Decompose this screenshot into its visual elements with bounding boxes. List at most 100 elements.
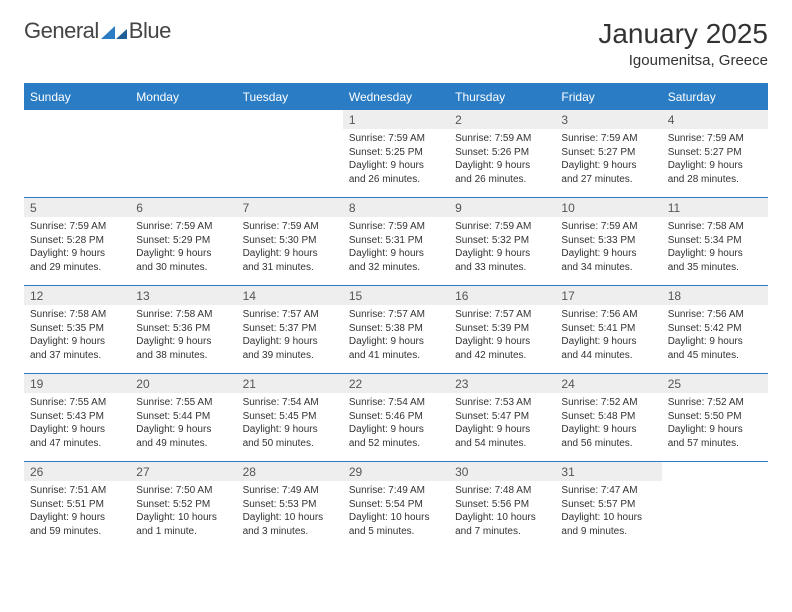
sunset-text: Sunset: 5:27 PM bbox=[668, 146, 762, 160]
day-data: Sunrise: 7:52 AMSunset: 5:48 PMDaylight:… bbox=[555, 393, 661, 454]
daylight-text: Daylight: 10 hours and 9 minutes. bbox=[561, 511, 655, 538]
day-number: 10 bbox=[555, 198, 661, 217]
day-number: 8 bbox=[343, 198, 449, 217]
daylight-text: Daylight: 9 hours and 54 minutes. bbox=[455, 423, 549, 450]
brand-word2: Blue bbox=[129, 18, 171, 44]
calendar-day-cell: 12Sunrise: 7:58 AMSunset: 5:35 PMDayligh… bbox=[24, 286, 130, 374]
sunrise-text: Sunrise: 7:59 AM bbox=[349, 132, 443, 146]
calendar-day-cell: 16Sunrise: 7:57 AMSunset: 5:39 PMDayligh… bbox=[449, 286, 555, 374]
daylight-text: Daylight: 9 hours and 26 minutes. bbox=[349, 159, 443, 186]
calendar-day-cell: 19Sunrise: 7:55 AMSunset: 5:43 PMDayligh… bbox=[24, 374, 130, 462]
calendar-day-cell: 13Sunrise: 7:58 AMSunset: 5:36 PMDayligh… bbox=[130, 286, 236, 374]
calendar-day-cell: 4Sunrise: 7:59 AMSunset: 5:27 PMDaylight… bbox=[662, 110, 768, 198]
calendar-day-cell: 3Sunrise: 7:59 AMSunset: 5:27 PMDaylight… bbox=[555, 110, 661, 198]
calendar-day-cell: 9Sunrise: 7:59 AMSunset: 5:32 PMDaylight… bbox=[449, 198, 555, 286]
calendar-week-row: 5Sunrise: 7:59 AMSunset: 5:28 PMDaylight… bbox=[24, 198, 768, 286]
day-number: 21 bbox=[237, 374, 343, 393]
day-number: 12 bbox=[24, 286, 130, 305]
calendar-day-cell: 14Sunrise: 7:57 AMSunset: 5:37 PMDayligh… bbox=[237, 286, 343, 374]
day-number: 15 bbox=[343, 286, 449, 305]
sunrise-text: Sunrise: 7:56 AM bbox=[668, 308, 762, 322]
calendar-day-cell: 27Sunrise: 7:50 AMSunset: 5:52 PMDayligh… bbox=[130, 462, 236, 550]
day-data: Sunrise: 7:59 AMSunset: 5:32 PMDaylight:… bbox=[449, 217, 555, 278]
day-data: Sunrise: 7:50 AMSunset: 5:52 PMDaylight:… bbox=[130, 481, 236, 542]
sunset-text: Sunset: 5:30 PM bbox=[243, 234, 337, 248]
sunset-text: Sunset: 5:37 PM bbox=[243, 322, 337, 336]
day-number: 2 bbox=[449, 110, 555, 129]
calendar-day-cell: 5Sunrise: 7:59 AMSunset: 5:28 PMDaylight… bbox=[24, 198, 130, 286]
daylight-text: Daylight: 10 hours and 1 minute. bbox=[136, 511, 230, 538]
day-data: Sunrise: 7:57 AMSunset: 5:37 PMDaylight:… bbox=[237, 305, 343, 366]
sunrise-text: Sunrise: 7:51 AM bbox=[30, 484, 124, 498]
weekday-header: Saturday bbox=[662, 84, 768, 110]
calendar-day-cell: 25Sunrise: 7:52 AMSunset: 5:50 PMDayligh… bbox=[662, 374, 768, 462]
sunrise-text: Sunrise: 7:58 AM bbox=[668, 220, 762, 234]
daylight-text: Daylight: 9 hours and 35 minutes. bbox=[668, 247, 762, 274]
daylight-text: Daylight: 9 hours and 47 minutes. bbox=[30, 423, 124, 450]
weekday-header: Monday bbox=[130, 84, 236, 110]
sunrise-text: Sunrise: 7:59 AM bbox=[243, 220, 337, 234]
day-number: 31 bbox=[555, 462, 661, 481]
day-data: Sunrise: 7:48 AMSunset: 5:56 PMDaylight:… bbox=[449, 481, 555, 542]
day-data: Sunrise: 7:58 AMSunset: 5:34 PMDaylight:… bbox=[662, 217, 768, 278]
daylight-text: Daylight: 9 hours and 45 minutes. bbox=[668, 335, 762, 362]
sunset-text: Sunset: 5:41 PM bbox=[561, 322, 655, 336]
day-data: Sunrise: 7:57 AMSunset: 5:38 PMDaylight:… bbox=[343, 305, 449, 366]
day-data: Sunrise: 7:52 AMSunset: 5:50 PMDaylight:… bbox=[662, 393, 768, 454]
day-number: 27 bbox=[130, 462, 236, 481]
daylight-text: Daylight: 9 hours and 56 minutes. bbox=[561, 423, 655, 450]
sunrise-text: Sunrise: 7:58 AM bbox=[136, 308, 230, 322]
calendar-table: Sunday Monday Tuesday Wednesday Thursday… bbox=[24, 83, 768, 550]
calendar-day-cell: 7 Sunrise: 7:59 AMSunset: 5:30 PMDaylight… bbox=[237, 198, 343, 286]
sunrise-text: Sunrise: 7:57 AM bbox=[349, 308, 443, 322]
calendar-day-cell: 11Sunrise: 7:58 AMSunset: 5:34 PMDayligh… bbox=[662, 198, 768, 286]
sunset-text: Sunset: 5:50 PM bbox=[668, 410, 762, 424]
day-data: Sunrise: 7:53 AMSunset: 5:47 PMDaylight:… bbox=[449, 393, 555, 454]
sunrise-text: Sunrise: 7:59 AM bbox=[668, 132, 762, 146]
header: General Blue January 2025 Igoumenitsa, G… bbox=[24, 18, 768, 69]
day-number: 26 bbox=[24, 462, 130, 481]
calendar-day-cell: 1Sunrise: 7:59 AMSunset: 5:25 PMDaylight… bbox=[343, 110, 449, 198]
day-number: 16 bbox=[449, 286, 555, 305]
day-number: 17 bbox=[555, 286, 661, 305]
sunrise-text: Sunrise: 7:48 AM bbox=[455, 484, 549, 498]
sunrise-text: Sunrise: 7:54 AM bbox=[243, 396, 337, 410]
sunset-text: Sunset: 5:31 PM bbox=[349, 234, 443, 248]
calendar-day-cell: 17Sunrise: 7:56 AMSunset: 5:41 PMDayligh… bbox=[555, 286, 661, 374]
day-number: 24 bbox=[555, 374, 661, 393]
daylight-text: Daylight: 9 hours and 29 minutes. bbox=[30, 247, 124, 274]
daylight-text: Daylight: 10 hours and 3 minutes. bbox=[243, 511, 337, 538]
calendar-day-cell: 15Sunrise: 7:57 AMSunset: 5:38 PMDayligh… bbox=[343, 286, 449, 374]
daylight-text: Daylight: 9 hours and 42 minutes. bbox=[455, 335, 549, 362]
calendar-day-cell: 26Sunrise: 7:51 AMSunset: 5:51 PMDayligh… bbox=[24, 462, 130, 550]
calendar-day-cell: 31Sunrise: 7:47 AMSunset: 5:57 PMDayligh… bbox=[555, 462, 661, 550]
calendar-day-cell: 6Sunrise: 7:59 AMSunset: 5:29 PMDaylight… bbox=[130, 198, 236, 286]
day-number: 11 bbox=[662, 198, 768, 217]
sunset-text: Sunset: 5:29 PM bbox=[136, 234, 230, 248]
day-data: Sunrise: 7:55 AMSunset: 5:43 PMDaylight:… bbox=[24, 393, 130, 454]
day-data: Sunrise: 7:59 AMSunset: 5:28 PMDaylight:… bbox=[24, 217, 130, 278]
day-number: 13 bbox=[130, 286, 236, 305]
sunset-text: Sunset: 5:28 PM bbox=[30, 234, 124, 248]
day-data: Sunrise: 7:54 AMSunset: 5:46 PMDaylight:… bbox=[343, 393, 449, 454]
daylight-text: Daylight: 9 hours and 31 minutes. bbox=[243, 247, 337, 274]
sunset-text: Sunset: 5:54 PM bbox=[349, 498, 443, 512]
day-data: Sunrise: 7:56 AMSunset: 5:42 PMDaylight:… bbox=[662, 305, 768, 366]
day-number: 20 bbox=[130, 374, 236, 393]
daylight-text: Daylight: 9 hours and 28 minutes. bbox=[668, 159, 762, 186]
calendar-day-cell: 2Sunrise: 7:59 AMSunset: 5:26 PMDaylight… bbox=[449, 110, 555, 198]
sunset-text: Sunset: 5:36 PM bbox=[136, 322, 230, 336]
sunset-text: Sunset: 5:45 PM bbox=[243, 410, 337, 424]
calendar-day-cell: 10Sunrise: 7:59 AMSunset: 5:33 PMDayligh… bbox=[555, 198, 661, 286]
day-data: Sunrise: 7:47 AMSunset: 5:57 PMDaylight:… bbox=[555, 481, 661, 542]
calendar-day-cell: 21Sunrise: 7:54 AMSunset: 5:45 PMDayligh… bbox=[237, 374, 343, 462]
day-data: Sunrise: 7:59 AMSunset: 5:25 PMDaylight:… bbox=[343, 129, 449, 190]
daylight-text: Daylight: 10 hours and 5 minutes. bbox=[349, 511, 443, 538]
sunrise-text: Sunrise: 7:52 AM bbox=[668, 396, 762, 410]
calendar-day-cell bbox=[24, 110, 130, 198]
day-data: Sunrise: 7:55 AMSunset: 5:44 PMDaylight:… bbox=[130, 393, 236, 454]
day-number: 18 bbox=[662, 286, 768, 305]
sunset-text: Sunset: 5:26 PM bbox=[455, 146, 549, 160]
day-number: 7 bbox=[237, 198, 343, 217]
sunset-text: Sunset: 5:43 PM bbox=[30, 410, 124, 424]
